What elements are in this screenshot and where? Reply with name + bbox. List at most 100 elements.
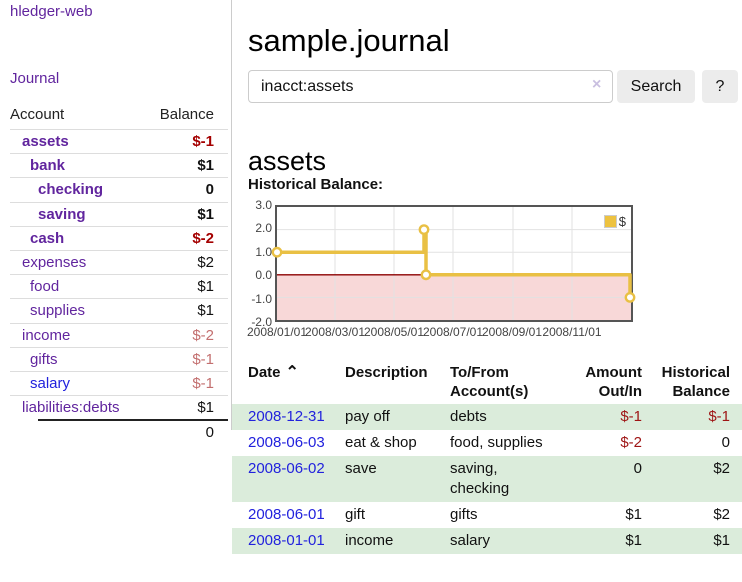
- account-link-gifts[interactable]: gifts: [30, 350, 58, 368]
- chart-plot-area: $: [271, 205, 636, 322]
- date-column-header[interactable]: Date ⌃: [248, 364, 299, 381]
- account-row-liabilities-debts: liabilities:debts $1: [10, 395, 228, 419]
- account-row-expenses: expenses $2: [10, 249, 228, 274]
- data-point-markers: [271, 224, 636, 303]
- account-link-income[interactable]: income: [22, 326, 71, 344]
- transaction-row: 2008-06-03 eat & shop food, supplies $-2…: [232, 430, 742, 456]
- account-row-bank: bank $1: [10, 153, 228, 177]
- series-label: $: [618, 214, 626, 229]
- transaction-row: 2008-06-01 gift gifts $1 $2: [232, 502, 742, 528]
- transaction-amount: $1: [625, 506, 642, 523]
- account-link-checking[interactable]: checking: [38, 181, 104, 199]
- transaction-balance: $2: [713, 460, 730, 477]
- transaction-description: income: [345, 532, 394, 549]
- transaction-description: pay off: [345, 408, 390, 425]
- transaction-balance: $1: [713, 532, 730, 549]
- transaction-date-link[interactable]: 2008-12-31: [248, 408, 325, 425]
- account-balance: $1: [197, 302, 214, 320]
- transaction-accounts: debts: [450, 408, 487, 425]
- account-link-saving[interactable]: saving: [38, 205, 86, 223]
- account-link-bank[interactable]: bank: [30, 157, 66, 175]
- account-balance: $-1: [192, 133, 214, 151]
- balance-column-header: Balance: [159, 105, 214, 123]
- account-link-assets[interactable]: assets: [22, 133, 69, 151]
- transaction-description: save: [345, 460, 377, 477]
- transaction-amount: $1: [625, 532, 642, 549]
- account-row-supplies: supplies $1: [10, 298, 228, 322]
- y-axis-tick: -2.0: [251, 315, 272, 329]
- transaction-date-link[interactable]: 2008-01-01: [248, 532, 325, 549]
- y-axis-tick: -1.0: [251, 292, 272, 306]
- account-link-supplies[interactable]: supplies: [30, 302, 86, 320]
- account-balance: $-1: [192, 350, 214, 368]
- account-balance: $2: [197, 254, 214, 272]
- account-row-assets: assets $-1: [10, 129, 228, 153]
- accounts-total-row: 0: [38, 419, 228, 443]
- account-link-salary[interactable]: salary: [30, 374, 71, 392]
- account-row-food: food $1: [10, 274, 228, 298]
- account-row-checking: checking 0: [10, 177, 228, 201]
- account-link-liabilities-debts[interactable]: liabilities:debts: [22, 399, 120, 417]
- sidebar-divider: [231, 0, 232, 430]
- account-link-expenses[interactable]: expenses: [22, 254, 87, 272]
- account-balance: $-2: [192, 229, 214, 247]
- transaction-description: eat & shop: [345, 434, 417, 451]
- description-column-header: Description: [345, 364, 428, 381]
- account-tree-header: Account Balance: [10, 99, 228, 129]
- transaction-accounts: saving, checking: [450, 460, 510, 497]
- account-balance: $1: [197, 205, 214, 223]
- chart-legend: $: [603, 214, 626, 229]
- sidebar-item-journal[interactable]: Journal: [10, 70, 60, 87]
- chart-canvas: [271, 207, 636, 320]
- transaction-balance: 0: [721, 434, 730, 451]
- account-link-food[interactable]: food: [30, 278, 60, 296]
- page-title: sample.journal: [248, 22, 450, 58]
- transaction-amount: $-1: [620, 408, 642, 425]
- transaction-row: 2008-01-01 income salary $1 $1: [232, 528, 742, 554]
- help-button[interactable]: ?: [702, 70, 738, 103]
- account-balance: $-2: [192, 326, 214, 344]
- clear-search-icon[interactable]: ×: [592, 76, 602, 93]
- account-page-title: assets: [248, 146, 327, 177]
- sort-ascending-icon: ⌃: [285, 364, 299, 381]
- search-input[interactable]: [248, 70, 613, 103]
- transaction-accounts: food, supplies: [450, 434, 543, 451]
- transaction-row: 2008-06-02 save saving, checking 0 $2: [232, 456, 742, 502]
- transaction-balance: $2: [713, 506, 730, 523]
- transactions-table: Date ⌃ Description To/From Account(s) Amo…: [232, 359, 742, 554]
- account-row-income: income $-2: [10, 322, 228, 347]
- account-row-cash: cash $-2: [10, 225, 228, 250]
- y-axis-tick: 3.0: [255, 198, 272, 212]
- accounts-column-header: To/From Account(s): [450, 364, 529, 400]
- y-axis-tick: 1.0: [255, 245, 272, 259]
- account-balance: $1: [197, 278, 214, 296]
- account-row-saving: saving $1: [10, 201, 228, 226]
- transaction-amount: $-2: [620, 434, 642, 451]
- transaction-row: 2008-12-31 pay off debts $-1 $-1: [232, 404, 742, 430]
- y-axis-tick: 2.0: [255, 221, 272, 235]
- balance-column-header: Historical Balance: [661, 364, 730, 400]
- y-axis-tick: 0.0: [255, 268, 272, 282]
- transaction-date-link[interactable]: 2008-06-01: [248, 506, 325, 523]
- account-balance: 0: [205, 181, 214, 199]
- search-button[interactable]: Search: [617, 70, 695, 103]
- transaction-accounts: salary: [450, 532, 491, 549]
- transaction-date-link[interactable]: 2008-06-02: [248, 460, 325, 477]
- account-balance: $1: [197, 399, 214, 417]
- account-link-cash[interactable]: cash: [30, 229, 65, 247]
- x-axis-tick: 2008/03/01: [304, 325, 366, 339]
- x-axis-tick: 2008/01/01: [246, 325, 308, 339]
- historical-balance-chart: 3.0 2.0 1.0 0.0 -1.0 -2.0: [247, 198, 648, 350]
- x-axis-tick: 2008/05/01: [363, 325, 425, 339]
- account-row-salary: salary $-1: [10, 370, 228, 395]
- series-swatch-icon: [603, 215, 617, 228]
- accounts-total-value: 0: [205, 423, 214, 441]
- account-row-gifts: gifts $-1: [10, 346, 228, 371]
- x-axis-tick: 2008/09/01: [481, 325, 543, 339]
- app-brand-link[interactable]: hledger-web: [10, 3, 93, 20]
- x-axis-tick: 2008/07/01: [422, 325, 484, 339]
- account-balance: $-1: [192, 374, 214, 392]
- account-column-header: Account: [10, 105, 65, 123]
- amount-column-header: Amount Out/In: [585, 364, 642, 400]
- transaction-date-link[interactable]: 2008-06-03: [248, 434, 325, 451]
